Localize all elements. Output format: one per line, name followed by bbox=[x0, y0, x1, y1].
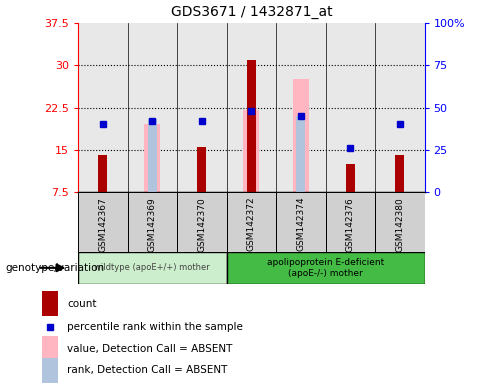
Bar bbox=[247, 114, 256, 192]
Text: GSM142372: GSM142372 bbox=[247, 197, 256, 252]
Bar bbox=[247, 60, 256, 192]
Bar bbox=[177, 192, 226, 252]
Bar bbox=[127, 23, 177, 192]
Text: genotype/variation: genotype/variation bbox=[5, 263, 104, 273]
Bar bbox=[276, 192, 325, 252]
Bar bbox=[78, 252, 226, 284]
Title: GDS3671 / 1432871_at: GDS3671 / 1432871_at bbox=[170, 5, 332, 19]
Bar bbox=[226, 192, 276, 252]
Bar bbox=[42, 291, 58, 316]
Bar bbox=[346, 164, 355, 192]
Bar bbox=[78, 192, 127, 252]
Text: apolipoprotein E-deficient
(apoE-/-) mother: apolipoprotein E-deficient (apoE-/-) mot… bbox=[267, 258, 384, 278]
Bar bbox=[42, 358, 58, 383]
Text: rank, Detection Call = ABSENT: rank, Detection Call = ABSENT bbox=[67, 366, 227, 376]
Text: wildtype (apoE+/+) mother: wildtype (apoE+/+) mother bbox=[95, 263, 210, 272]
Text: count: count bbox=[67, 299, 97, 309]
Text: GSM142367: GSM142367 bbox=[98, 197, 107, 252]
Text: GSM142380: GSM142380 bbox=[395, 197, 405, 252]
Bar bbox=[226, 23, 276, 192]
Bar bbox=[395, 156, 404, 192]
Bar bbox=[276, 23, 325, 192]
Bar bbox=[177, 23, 226, 192]
Text: GSM142369: GSM142369 bbox=[148, 197, 157, 252]
Bar bbox=[78, 23, 127, 192]
Text: percentile rank within the sample: percentile rank within the sample bbox=[67, 321, 243, 331]
Bar bbox=[226, 252, 425, 284]
Bar bbox=[148, 119, 157, 192]
Text: GSM142370: GSM142370 bbox=[197, 197, 206, 252]
Bar bbox=[144, 124, 160, 192]
Bar bbox=[293, 79, 309, 192]
Bar bbox=[127, 192, 177, 252]
Bar bbox=[99, 156, 107, 192]
Bar bbox=[42, 336, 58, 361]
Bar bbox=[197, 147, 206, 192]
Bar bbox=[325, 23, 375, 192]
Bar bbox=[325, 192, 375, 252]
Bar bbox=[375, 192, 425, 252]
Text: GSM142376: GSM142376 bbox=[346, 197, 355, 252]
Bar bbox=[296, 116, 305, 192]
Text: GSM142374: GSM142374 bbox=[296, 197, 305, 252]
Bar bbox=[244, 110, 259, 192]
Text: value, Detection Call = ABSENT: value, Detection Call = ABSENT bbox=[67, 344, 232, 354]
Bar bbox=[375, 23, 425, 192]
